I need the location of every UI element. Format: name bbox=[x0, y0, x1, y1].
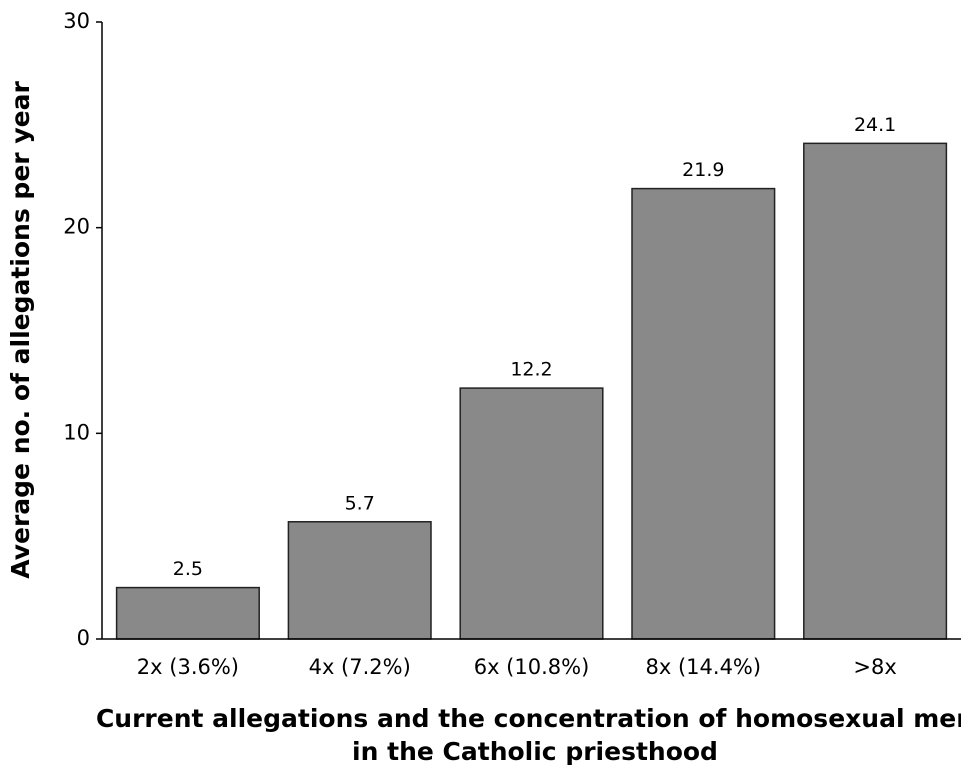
bar bbox=[287, 521, 432, 640]
bar bbox=[631, 187, 776, 640]
x-axis-title: Current allegations and the concentratio… bbox=[96, 704, 961, 733]
x-axis-title: in the Catholic priesthood bbox=[352, 737, 718, 766]
value-label: 2.5 bbox=[173, 558, 203, 580]
x-tick-label: 2x (3.6%) bbox=[137, 655, 239, 679]
value-label: 24.1 bbox=[854, 114, 896, 136]
x-tick-label: 8x (14.4%) bbox=[646, 655, 762, 679]
value-label: 21.9 bbox=[682, 159, 724, 181]
x-tick-label: 6x (10.8%) bbox=[474, 655, 590, 679]
value-label: 12.2 bbox=[510, 359, 552, 381]
value-label: 5.7 bbox=[345, 492, 375, 514]
y-tick-label: 20 bbox=[63, 215, 90, 239]
x-tick-label: 4x (7.2%) bbox=[309, 655, 411, 679]
y-axis-title: Average no. of allegations per year bbox=[6, 81, 35, 579]
x-tick-label: >8x bbox=[853, 655, 896, 679]
y-tick-label: 10 bbox=[63, 420, 90, 444]
y-tick-label: 0 bbox=[77, 626, 90, 650]
bar bbox=[459, 387, 604, 640]
bar bbox=[115, 586, 260, 640]
bar bbox=[803, 142, 948, 640]
y-tick-label: 30 bbox=[63, 9, 90, 33]
